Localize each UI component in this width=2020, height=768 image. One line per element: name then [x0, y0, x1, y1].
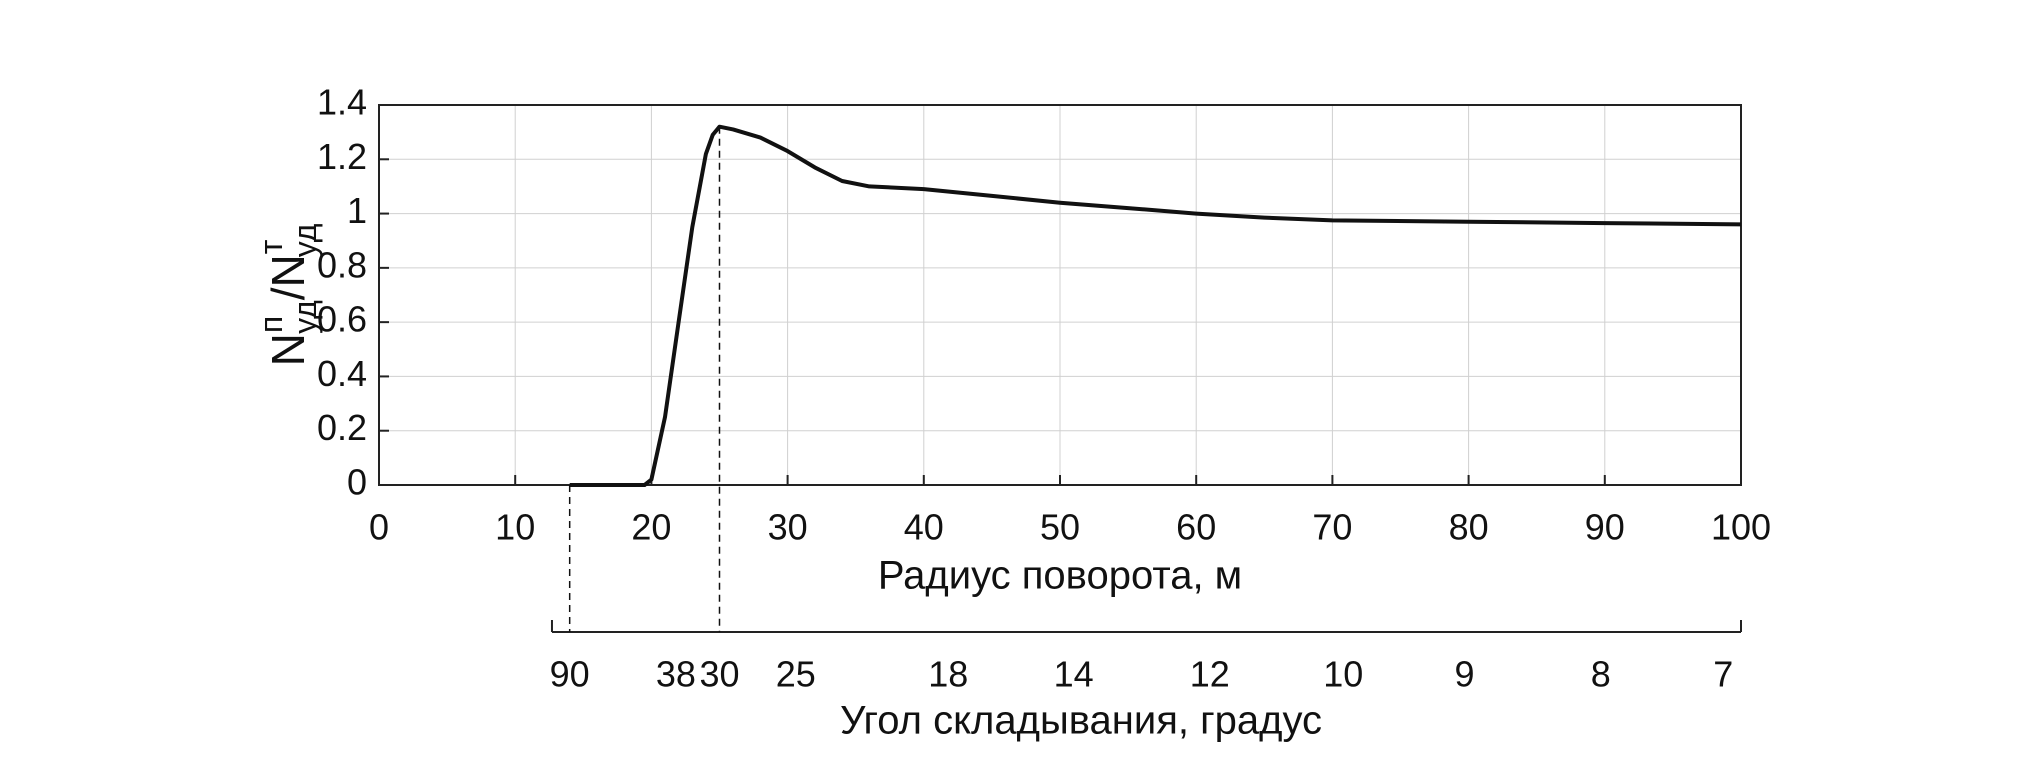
x-tick-label: 80 — [1449, 507, 1489, 548]
x2-tick-label: 30 — [699, 654, 739, 695]
plot-frame — [378, 104, 1742, 486]
x2-tick-label: 12 — [1190, 654, 1230, 695]
x-tick-label: 10 — [495, 507, 535, 548]
x2-tick-label: 14 — [1054, 654, 1094, 695]
y-tick-label: 0.8 — [317, 244, 367, 285]
x-tick-label: 20 — [631, 507, 671, 548]
x-tick-label: 70 — [1312, 507, 1352, 548]
y-tick-label: 0.2 — [317, 407, 367, 448]
x2-axis-label: Угол складывания, градус — [840, 699, 1322, 743]
x2-tick-label: 38 — [656, 654, 696, 695]
y-tick-label: 0 — [347, 462, 367, 503]
y-tick-label: 1.2 — [317, 136, 367, 177]
y-tick-label: 0.4 — [317, 353, 367, 394]
y-label-sub: уд — [287, 223, 323, 257]
y-label-sup: п — [253, 316, 289, 333]
x2-tick-label: 18 — [928, 654, 968, 695]
x-tick-label: 0 — [369, 507, 389, 548]
y-axis-label: Nпуд/Nтуд — [253, 223, 323, 366]
x-tick-label: 90 — [1585, 507, 1625, 548]
y-tick-label: 1.4 — [317, 82, 367, 123]
y-label-part: /N — [262, 254, 314, 300]
x-tick-label: 40 — [904, 507, 944, 548]
y-tick-label: 1 — [347, 190, 367, 231]
y-tick-label: 0.6 — [317, 299, 367, 340]
x-tick-label: 50 — [1040, 507, 1080, 548]
x2-tick-label: 9 — [1454, 654, 1474, 695]
x2-tick-label: 7 — [1713, 654, 1733, 695]
x2-tick-label: 10 — [1323, 654, 1363, 695]
x-tick-label: 30 — [768, 507, 808, 548]
x2-tick-label: 8 — [1591, 654, 1611, 695]
y-label-sup: т — [253, 239, 289, 254]
y-label-part: N — [262, 333, 314, 366]
x-axis-label: Радиус поворота, м — [878, 554, 1242, 598]
x2-tick-label: 25 — [776, 654, 816, 695]
x2-tick-label: 90 — [550, 654, 590, 695]
y-label-sub: уд — [287, 300, 323, 334]
x-tick-label: 100 — [1711, 507, 1771, 548]
line-series — [569, 124, 1742, 487]
x-tick-label: 60 — [1176, 507, 1216, 548]
